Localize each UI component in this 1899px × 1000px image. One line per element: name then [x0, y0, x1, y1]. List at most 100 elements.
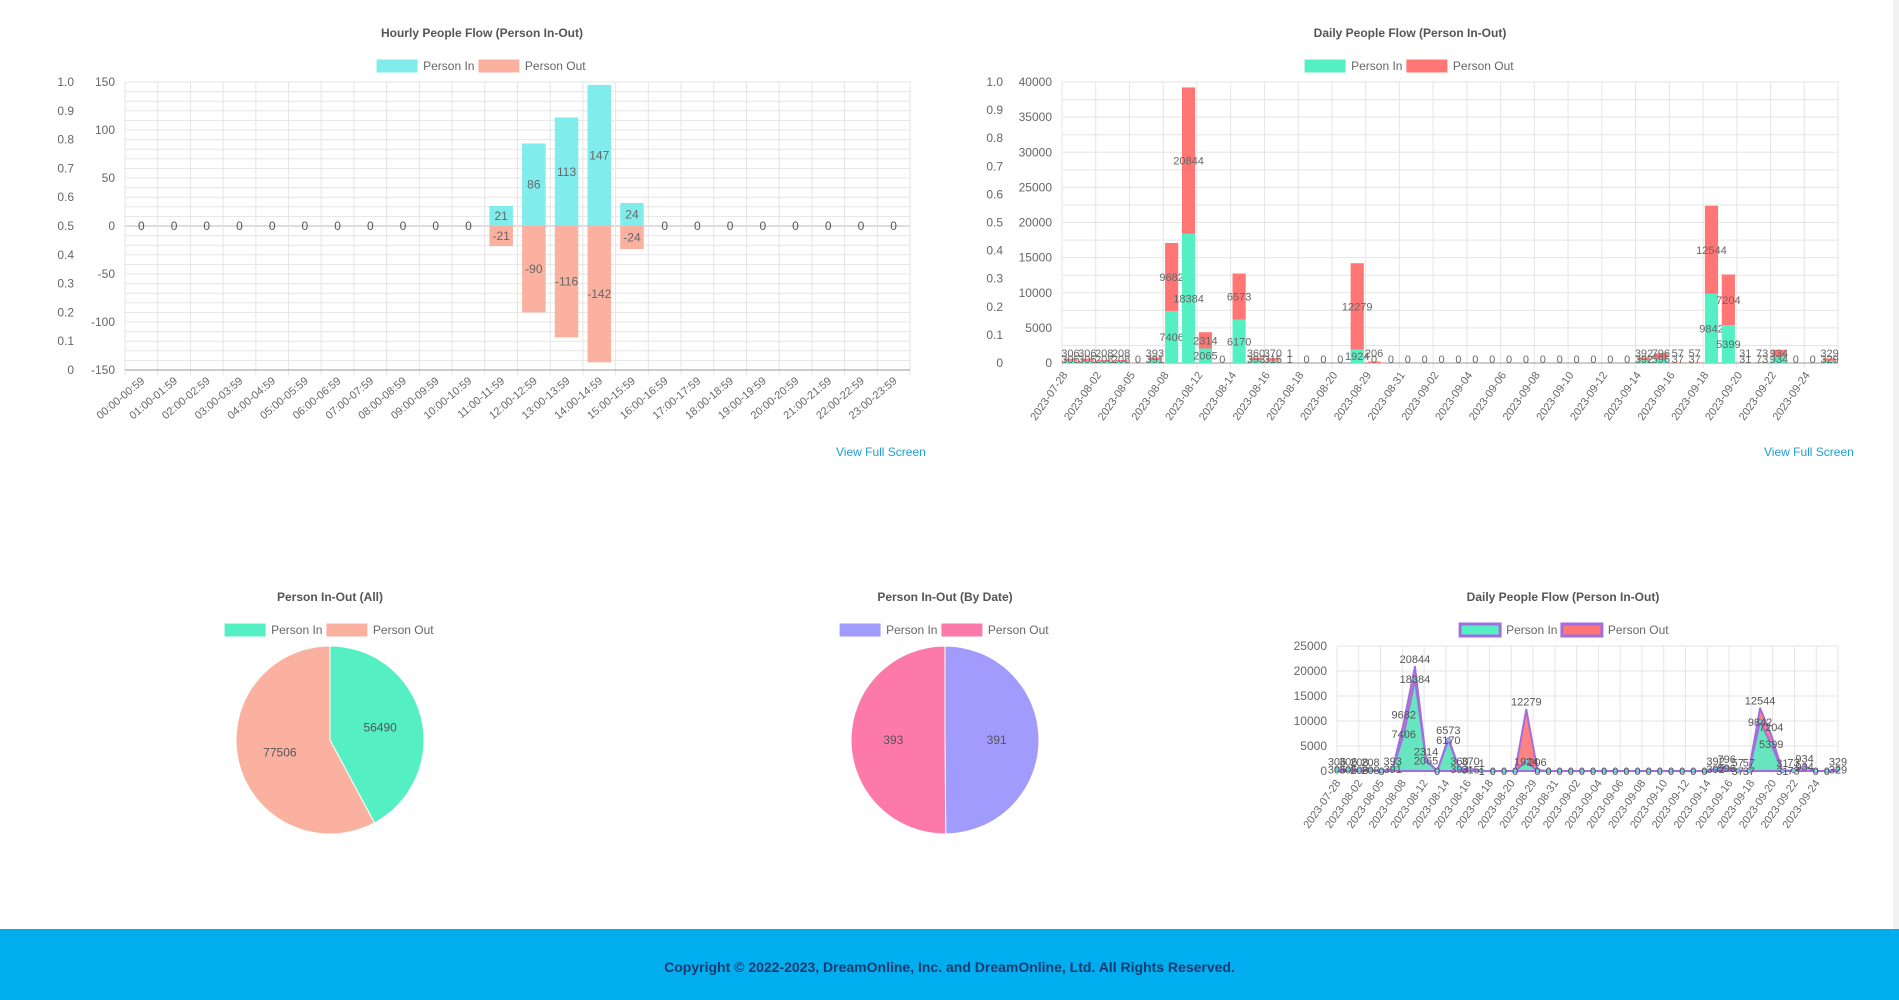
pie-date-svg: Person In Person Out 391 393 [839, 623, 1049, 835]
daily-label-in: 208 [1112, 354, 1130, 366]
hourly-label-out: -90 [525, 262, 543, 276]
hourly-label-in: 147 [589, 148, 609, 162]
daily-label-in: 18384 [1173, 293, 1204, 305]
area-point-in [1512, 768, 1518, 774]
footer: Copyright © 2022-2023, DreamOnline, Inc.… [0, 929, 1899, 1000]
area-label-in: 208 [1350, 765, 1368, 777]
area-label-in: 0 [1490, 766, 1496, 778]
daily-label-in: 0 [1405, 354, 1411, 366]
daily-y-left-tick: 0.1 [986, 328, 1003, 342]
area-label-out: 206 [1528, 757, 1546, 769]
hourly-y-right-tick: -50 [98, 267, 116, 281]
daily-label-out: 7204 [1716, 295, 1740, 307]
daily-y-left-tick: 0.6 [986, 187, 1003, 201]
hourly-label-in: 0 [890, 219, 897, 233]
daily-label-in: 315 [1264, 354, 1282, 366]
area-label-out: 1 [1479, 758, 1485, 770]
area-label-in: 0 [1623, 766, 1629, 778]
page-scrollbar[interactable] [1893, 0, 1899, 929]
daily-label-in: 0 [1135, 354, 1141, 366]
area-label-in: 0 [1590, 766, 1596, 778]
daily-bar-out [1114, 360, 1128, 362]
area-y-tick: 0 [1320, 764, 1327, 778]
pie-date-legend-swatch-1 [941, 623, 983, 637]
daily-y-left-tick: 0.8 [986, 131, 1003, 145]
area-label-in: 0 [1579, 766, 1585, 778]
area-label-in: 0 [1557, 766, 1563, 778]
daily-label-out: 796 [1652, 348, 1670, 360]
pie-all-legend-label-1: Person Out [373, 623, 434, 637]
area-point-in [1746, 768, 1752, 774]
area-point-in [1523, 758, 1529, 764]
area-point-in [1390, 766, 1396, 772]
daily-label-in: 0 [1337, 354, 1343, 366]
area-y-tick: 15000 [1294, 689, 1328, 703]
area-point-in [1334, 766, 1340, 772]
daily-label-in: 0 [1506, 354, 1512, 366]
daily-view-full-screen-link[interactable]: View Full Screen [1764, 445, 1854, 459]
area-point-in [1501, 768, 1507, 774]
area-label-in: 0 [1378, 766, 1384, 778]
hourly-label-in: 113 [557, 165, 576, 179]
daily-bar-out [1637, 357, 1651, 361]
hourly-label-in: 0 [302, 219, 309, 233]
daily-bar-out [1755, 361, 1769, 363]
area-label-in: 73 [1787, 766, 1799, 778]
area-label-in: 0 [1813, 766, 1819, 778]
area-label-in: 0 [1568, 766, 1574, 778]
area-point-in [1546, 768, 1552, 774]
daily-legend-swatch-0 [1304, 59, 1346, 73]
area-point-in [1434, 768, 1440, 774]
area-label-in: 329 [1829, 764, 1847, 776]
hourly-label-out: -142 [587, 287, 611, 301]
daily-bar-out [1249, 357, 1263, 361]
area-point-in [1356, 767, 1362, 773]
daily-label-out: 73 [1756, 348, 1768, 360]
hourly-bar-in [620, 202, 644, 226]
area-label-out: 73 [1787, 758, 1799, 770]
hourly-view-full-screen-link[interactable]: View Full Screen [836, 445, 926, 459]
area-point-in [1768, 741, 1774, 747]
daily-y-left-tick: 0.5 [986, 216, 1003, 230]
area-label-out: 9682 [1392, 710, 1416, 722]
hourly-y-left-tick: 0.9 [57, 104, 74, 118]
area-label-out: 7204 [1759, 722, 1783, 734]
daily-label-in: 7406 [1159, 332, 1183, 344]
daily-area-svg: Person In Person Out250002000015000100005… [1294, 622, 1847, 831]
daily-bar-in [1721, 325, 1735, 363]
daily-label-out: 12544 [1696, 245, 1727, 257]
daily-label-in: 0 [1422, 354, 1428, 366]
daily-label-in: 305 [1078, 354, 1096, 366]
area-label-in: 0 [1668, 766, 1674, 778]
area-point-in [1623, 768, 1629, 774]
daily-bar-in [1114, 361, 1128, 363]
daily-legend-label-0: Person In [1351, 59, 1402, 73]
daily-label-out: 31 [1739, 348, 1751, 360]
daily-label-out: 1 [1287, 348, 1293, 360]
hourly-label-in: 21 [494, 209, 508, 223]
area-label-out: 12544 [1745, 695, 1776, 707]
daily-label-in: 0 [1540, 354, 1546, 366]
area-point-in [1423, 758, 1429, 764]
area-legend-swatch-0 [1458, 622, 1502, 638]
hourly-y-left-tick: 1.0 [57, 75, 74, 89]
area-point-in [1779, 768, 1785, 774]
area-label-in: 2065 [1414, 756, 1438, 768]
area-point-in [1445, 737, 1451, 743]
daily-label-in: 0 [1810, 354, 1816, 366]
daily-bar-out [1181, 87, 1196, 234]
area-label-in: 305 [1339, 764, 1357, 776]
daily-y-right-tick: 25000 [1019, 180, 1053, 194]
hourly-bar-in [489, 205, 513, 226]
daily-bar-out [1367, 361, 1381, 363]
hourly-y-right-tick: -150 [91, 363, 115, 377]
daily-label-in: 2065 [1193, 351, 1217, 363]
hourly-label-in: 0 [171, 219, 178, 233]
hourly-label-in: 0 [825, 219, 832, 233]
daily-label-in: 0 [1557, 354, 1563, 366]
area-label-in: 7406 [1392, 729, 1416, 741]
hourly-label-out: -21 [492, 229, 510, 243]
area-point-in [1534, 768, 1540, 774]
daily-label-in: 0 [1590, 354, 1596, 366]
hourly-label-in: 24 [625, 207, 639, 221]
